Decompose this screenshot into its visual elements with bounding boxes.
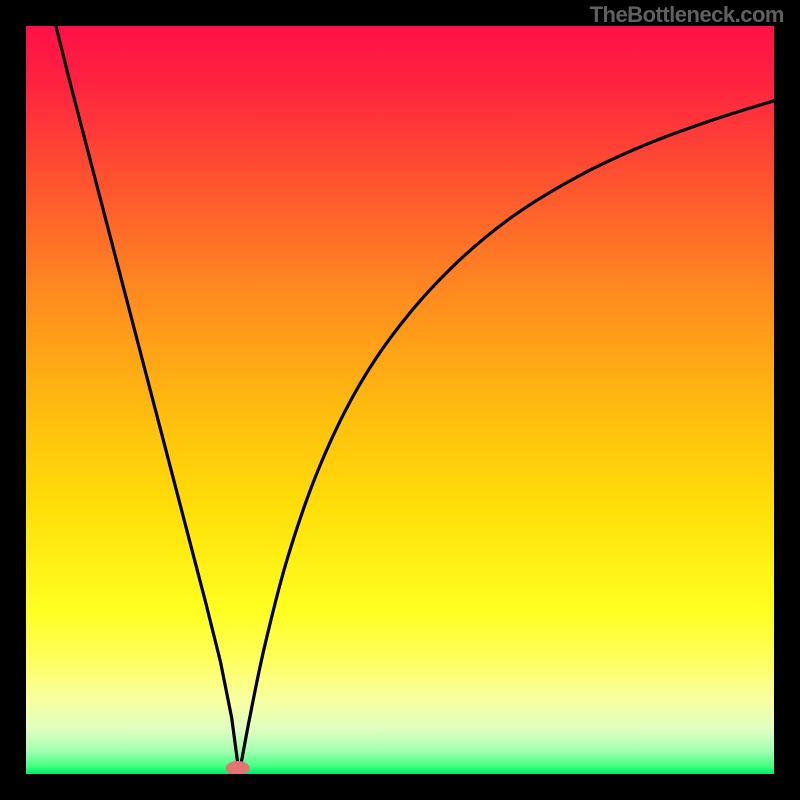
chart-container: TheBottleneck.com (0, 0, 800, 800)
watermark-text: TheBottleneck.com (590, 2, 784, 28)
plot-area (26, 26, 774, 774)
plot-svg (26, 26, 774, 774)
